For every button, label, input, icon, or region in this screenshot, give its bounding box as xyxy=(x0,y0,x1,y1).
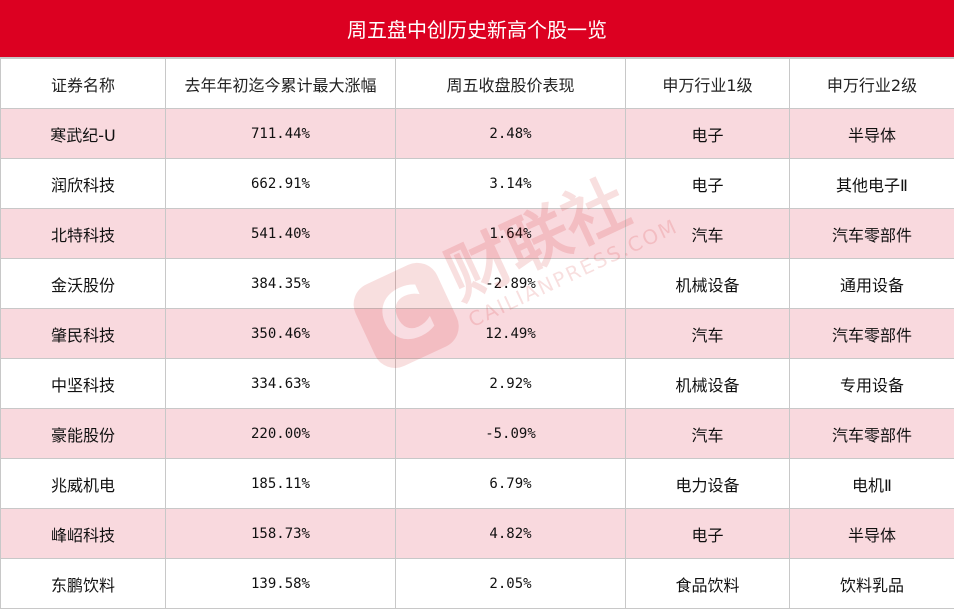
max-gain-cell: 139.58% xyxy=(166,559,396,609)
industry-level1-cell: 汽车 xyxy=(626,209,790,259)
industry-level1-cell: 机械设备 xyxy=(626,359,790,409)
max-gain-cell: 334.63% xyxy=(166,359,396,409)
stock-name-cell: 北特科技 xyxy=(1,209,166,259)
industry-level1-cell: 机械设备 xyxy=(626,259,790,309)
column-header: 去年年初迄今累计最大涨幅 xyxy=(166,59,396,109)
friday-change-cell: -2.89% xyxy=(396,259,626,309)
friday-change-cell: 2.05% xyxy=(396,559,626,609)
industry-level2-cell: 电机Ⅱ xyxy=(790,459,954,509)
column-header: 申万行业1级 xyxy=(626,59,790,109)
friday-change-cell: 6.79% xyxy=(396,459,626,509)
stock-table: 证券名称 去年年初迄今累计最大涨幅 周五收盘股价表现 申万行业1级 申万行业2级… xyxy=(0,58,954,609)
max-gain-cell: 220.00% xyxy=(166,409,396,459)
industry-level2-cell: 半导体 xyxy=(790,509,954,559)
header-row: 证券名称 去年年初迄今累计最大涨幅 周五收盘股价表现 申万行业1级 申万行业2级 xyxy=(1,59,954,109)
industry-level1-cell: 电力设备 xyxy=(626,459,790,509)
stock-name-cell: 东鹏饮料 xyxy=(1,559,166,609)
max-gain-cell: 350.46% xyxy=(166,309,396,359)
stock-name-cell: 豪能股份 xyxy=(1,409,166,459)
industry-level2-cell: 汽车零部件 xyxy=(790,309,954,359)
column-header: 证券名称 xyxy=(1,59,166,109)
industry-level1-cell: 食品饮料 xyxy=(626,559,790,609)
column-header: 周五收盘股价表现 xyxy=(396,59,626,109)
stock-name-cell: 中坚科技 xyxy=(1,359,166,409)
friday-change-cell: -5.09% xyxy=(396,409,626,459)
industry-level2-cell: 汽车零部件 xyxy=(790,409,954,459)
stock-name-cell: 兆威机电 xyxy=(1,459,166,509)
max-gain-cell: 711.44% xyxy=(166,109,396,159)
friday-change-cell: 1.64% xyxy=(396,209,626,259)
table-title: 周五盘中创历史新高个股一览 xyxy=(0,0,954,58)
max-gain-cell: 384.35% xyxy=(166,259,396,309)
industry-level2-cell: 饮料乳品 xyxy=(790,559,954,609)
industry-level2-cell: 半导体 xyxy=(790,109,954,159)
industry-level2-cell: 通用设备 xyxy=(790,259,954,309)
max-gain-cell: 541.40% xyxy=(166,209,396,259)
friday-change-cell: 2.48% xyxy=(396,109,626,159)
max-gain-cell: 158.73% xyxy=(166,509,396,559)
industry-level1-cell: 电子 xyxy=(626,159,790,209)
industry-level2-cell: 其他电子Ⅱ xyxy=(790,159,954,209)
friday-change-cell: 4.82% xyxy=(396,509,626,559)
stock-name-cell: 润欣科技 xyxy=(1,159,166,209)
friday-change-cell: 2.92% xyxy=(396,359,626,409)
industry-level1-cell: 电子 xyxy=(626,109,790,159)
industry-level1-cell: 汽车 xyxy=(626,409,790,459)
max-gain-cell: 185.11% xyxy=(166,459,396,509)
max-gain-cell: 662.91% xyxy=(166,159,396,209)
friday-change-cell: 12.49% xyxy=(396,309,626,359)
industry-level1-cell: 汽车 xyxy=(626,309,790,359)
stock-name-cell: 寒武纪-U xyxy=(1,109,166,159)
friday-change-cell: 3.14% xyxy=(396,159,626,209)
industry-level2-cell: 汽车零部件 xyxy=(790,209,954,259)
stock-name-cell: 峰岹科技 xyxy=(1,509,166,559)
stock-name-cell: 肇民科技 xyxy=(1,309,166,359)
industry-level2-cell: 专用设备 xyxy=(790,359,954,409)
stock-name-cell: 金沃股份 xyxy=(1,259,166,309)
column-header: 申万行业2级 xyxy=(790,59,954,109)
industry-level1-cell: 电子 xyxy=(626,509,790,559)
